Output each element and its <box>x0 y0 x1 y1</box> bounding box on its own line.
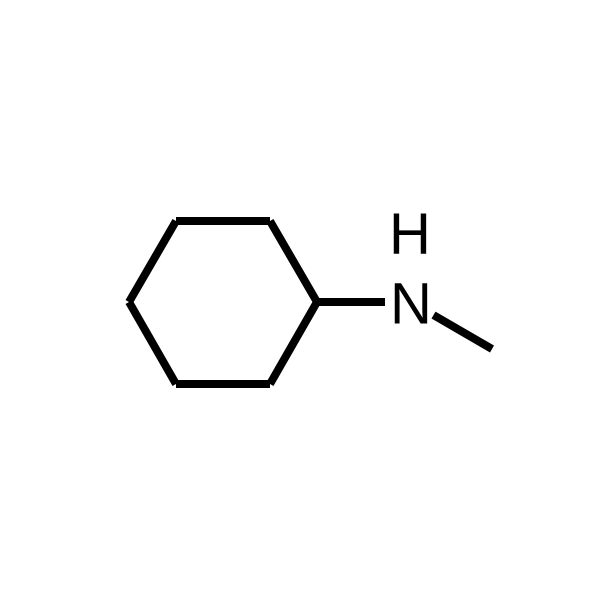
atom-label-h: H <box>389 202 431 267</box>
chemical-structure-diagram: NH <box>0 0 600 600</box>
bond <box>129 302 176 384</box>
atom-label-n: N <box>390 272 432 337</box>
bond <box>129 221 176 302</box>
bond <box>270 221 317 302</box>
bond <box>433 315 492 349</box>
bond <box>270 302 317 384</box>
